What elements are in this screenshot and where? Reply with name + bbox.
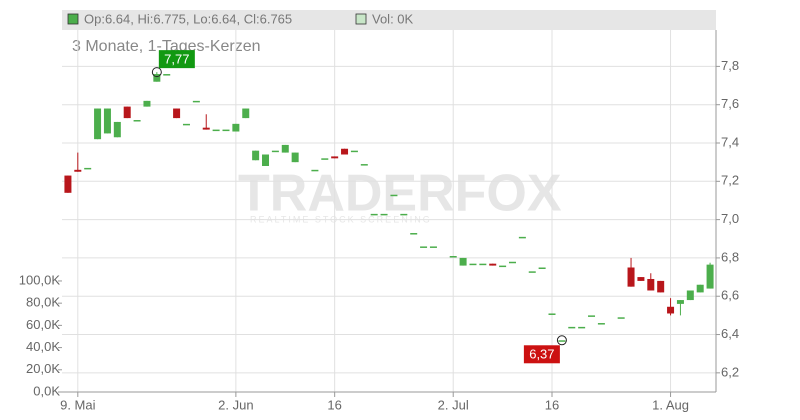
candle-body <box>637 277 645 281</box>
candle-body <box>696 284 704 293</box>
candle-body <box>647 278 655 291</box>
candle-body <box>390 194 398 197</box>
candle-body <box>173 108 181 119</box>
candle-body <box>597 323 605 325</box>
candle-body <box>508 261 516 264</box>
candle-body <box>627 267 635 287</box>
header-bar <box>62 10 716 30</box>
watermark: TRADERFOX <box>238 165 562 223</box>
candle-body <box>103 108 111 134</box>
y-tick-label: 6,6 <box>721 288 739 303</box>
y-tick-label: 6,8 <box>721 249 739 264</box>
annotation-marker <box>556 335 567 346</box>
x-tick-label: 16 <box>545 397 559 412</box>
candle-body <box>94 108 102 140</box>
candle-body <box>499 265 507 268</box>
candle-body <box>558 340 566 342</box>
candle-body <box>578 326 586 329</box>
candle-body <box>281 144 289 153</box>
candle-body <box>380 213 388 216</box>
annotation-box <box>523 345 560 364</box>
candle-body <box>202 127 210 130</box>
y-tick-label: 7,2 <box>721 173 739 188</box>
volume-legend-key <box>355 13 367 25</box>
candle-body <box>410 233 418 235</box>
candle-body <box>370 213 378 216</box>
y-tick-label: 7,0 <box>721 211 739 226</box>
subtitle: 3 Monate, 1-Tages-Kerzen <box>72 38 261 55</box>
ohlc-legend-key <box>67 13 79 25</box>
candle-body <box>400 213 408 216</box>
candle-body <box>617 317 625 319</box>
candle-body <box>262 154 270 166</box>
x-tick-label: 2. Jul <box>438 397 469 412</box>
candle-body <box>429 246 437 248</box>
candle-body <box>341 148 349 155</box>
y2-tick-label: 80,0K <box>26 295 60 310</box>
candle-body <box>350 150 358 153</box>
candle-body <box>242 108 250 119</box>
y-tick-label: 7,8 <box>721 58 739 73</box>
y2-tick-label: 20,0K <box>26 361 60 376</box>
candle-body <box>528 271 536 273</box>
candle-body <box>469 263 477 266</box>
y-tick-label: 6,4 <box>721 326 739 341</box>
candle-body <box>360 164 368 166</box>
candle-body <box>706 264 714 289</box>
candle-body <box>123 106 131 119</box>
x-tick-label: 9. Mai <box>60 397 96 412</box>
candle-body <box>64 175 72 193</box>
candle-body <box>686 290 694 301</box>
annotation-label: 7,77 <box>164 52 189 67</box>
x-tick-label: 2. Jun <box>218 397 253 412</box>
y2-tick-label: 0,0K <box>33 383 60 398</box>
candle-body <box>479 263 487 266</box>
y-tick-label: 7,4 <box>721 134 739 149</box>
x-tick-label: 1. Aug <box>652 397 689 412</box>
candle-body <box>133 120 141 122</box>
candle-body <box>192 100 200 103</box>
candle-body <box>182 123 190 126</box>
candle-body <box>518 236 526 239</box>
y-tick-label: 6,2 <box>721 364 739 379</box>
candle-body <box>163 74 171 76</box>
candle-body <box>321 158 329 160</box>
y2-tick-label: 100,0K <box>19 272 61 287</box>
candle-body <box>232 123 240 132</box>
candle-body <box>676 300 684 304</box>
candle-body <box>667 306 675 314</box>
header-volume: Vol: 0K <box>372 11 414 26</box>
candle-body <box>568 326 576 329</box>
candle-body <box>459 257 467 266</box>
candle-body <box>489 263 497 266</box>
y2-tick-label: 40,0K <box>26 339 60 354</box>
candle-body <box>143 100 151 107</box>
candle-body <box>222 129 230 132</box>
candle-body <box>252 150 260 161</box>
annotation-label: 6,37 <box>529 347 554 362</box>
candle-body <box>657 280 665 293</box>
candle-body <box>153 74 161 82</box>
candle-body <box>311 169 319 172</box>
candle-body <box>420 246 428 248</box>
candle-body <box>84 167 92 170</box>
candle-body <box>212 129 220 132</box>
y2-tick-label: 60,0K <box>26 317 60 332</box>
candle-body <box>538 267 546 270</box>
candle-body <box>271 150 279 153</box>
candle-body <box>588 315 596 317</box>
candle-body <box>548 313 556 315</box>
annotation-marker <box>151 67 162 78</box>
x-tick-label: 16 <box>327 397 341 412</box>
candle-body <box>291 152 299 163</box>
candle-body <box>74 169 82 172</box>
candle-body <box>113 121 121 138</box>
candle-body <box>449 256 457 258</box>
y-tick-label: 7,6 <box>721 96 739 111</box>
annotation-box <box>158 50 195 69</box>
candle-body <box>331 156 339 159</box>
header-ohlc: Op:6.64, Hi:6.775, Lo:6.64, Cl:6.765 <box>84 11 292 26</box>
